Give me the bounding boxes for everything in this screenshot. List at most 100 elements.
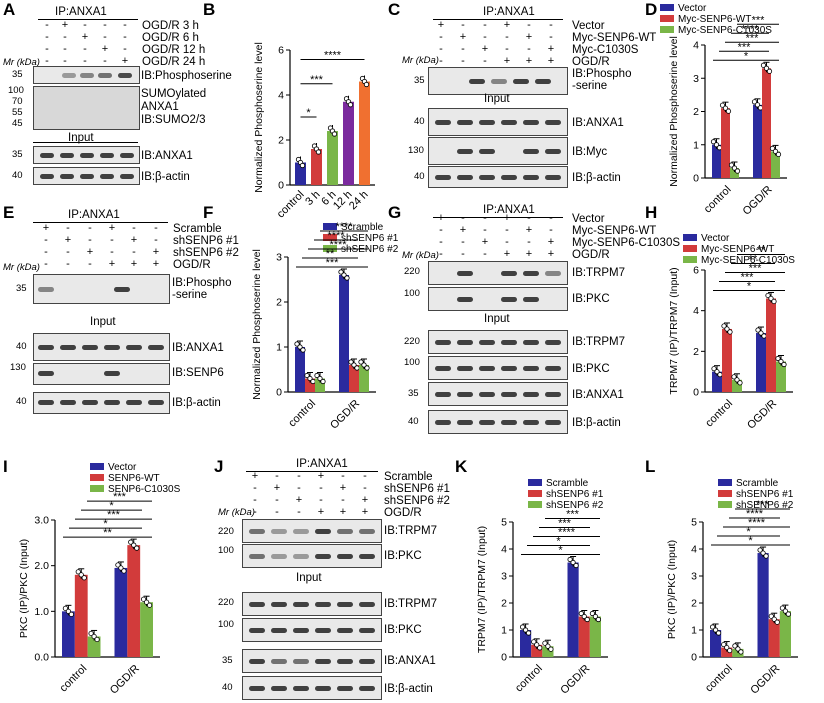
sign-mark: -: [363, 470, 367, 482]
data-point: [774, 619, 780, 625]
blot-label: IB:SENP6: [172, 367, 224, 379]
data-point: [364, 365, 370, 371]
mw-header: Mr (kDa): [3, 57, 40, 68]
data-point: [719, 102, 726, 108]
x-tick-label: control: [275, 189, 307, 221]
data-point: [751, 99, 758, 105]
mw-tick: 220: [218, 597, 234, 608]
panel-label-j: J: [214, 457, 224, 476]
data-point: [578, 610, 584, 617]
sign-mark: -: [88, 222, 92, 234]
panel-label-c: C: [388, 0, 401, 19]
blot-label: IB:ANXA1: [172, 342, 224, 354]
y-axis-label: Normalized Phosphoserine level: [251, 249, 263, 400]
mw-header: Mr (kDa): [402, 250, 439, 261]
data-point: [134, 545, 140, 551]
sig-stars: ***: [107, 509, 121, 521]
y-tick-label: 1: [691, 625, 697, 637]
sign-mark: -: [549, 224, 553, 236]
sig-stars: *: [744, 50, 749, 62]
legend-label: Myc-SENP6-WT: [701, 244, 774, 255]
legend-label: Vector: [678, 3, 707, 14]
data-point: [595, 616, 602, 623]
data-point: [525, 630, 532, 636]
bar: [359, 365, 369, 392]
data-point: [760, 550, 766, 556]
sign-mark: -: [88, 234, 92, 246]
sign-mark: +: [481, 43, 489, 55]
blot-anxa1: [428, 382, 568, 406]
y-tick-label: 6: [278, 45, 284, 57]
input-line: [33, 142, 138, 143]
blot-senp6: [33, 363, 170, 385]
data-point: [778, 358, 784, 365]
panel-label-f: F: [203, 203, 214, 222]
sign-mark: +: [339, 506, 347, 518]
blot-label: IB:SUMO2/3: [141, 114, 206, 126]
sign-mark: -: [483, 55, 487, 67]
blot-label: IB:β-actin: [141, 171, 190, 183]
ip-line: [433, 19, 563, 20]
sign-mark: -: [63, 55, 67, 67]
bar: [721, 647, 733, 657]
blot-actin: [428, 410, 568, 434]
bar: [140, 602, 153, 657]
bar: [127, 545, 141, 657]
y-tick-label: 3: [501, 571, 507, 583]
data-point: [728, 162, 735, 168]
sign-mark: -: [439, 236, 443, 248]
sign-mark: +: [295, 494, 303, 506]
mw-tick: 45: [12, 118, 23, 129]
x-tick-label: OGD/R: [748, 663, 782, 697]
sign-mark: -: [297, 482, 301, 494]
sign-mark: +: [339, 482, 347, 494]
legend-swatch: [323, 223, 337, 230]
panel-label-g: G: [388, 203, 402, 222]
sign-mark: +: [437, 19, 445, 31]
y-tick-label: 4: [691, 544, 697, 556]
mw-tick: 220: [404, 336, 420, 347]
blot-label: IB:PKC: [572, 363, 610, 375]
legend-label: SENP6-C1030S: [108, 484, 181, 495]
mw-tick: 40: [16, 341, 27, 352]
y-tick-label: 0: [276, 387, 282, 399]
cond-row-1: Scramble: [384, 471, 433, 483]
sign-mark: -: [527, 212, 531, 224]
data-point: [714, 369, 720, 375]
sign-mark: +: [61, 19, 69, 31]
data-point: [754, 102, 761, 108]
bar: [295, 162, 306, 185]
data-point: [75, 569, 81, 575]
sign-mark: +: [86, 246, 94, 258]
y-tick-label: 1: [693, 139, 699, 151]
data-point: [351, 362, 357, 368]
sig-stars: *: [556, 536, 561, 548]
data-point: [567, 556, 573, 563]
data-point: [771, 616, 777, 622]
mw-tick: 35: [414, 75, 425, 86]
sign-mark: -: [439, 55, 443, 67]
input-label: Input: [90, 316, 116, 328]
mw-header: Mr (kDa): [218, 507, 255, 518]
panel-label-i: I: [3, 457, 8, 476]
sign-mark: +: [361, 506, 369, 518]
sign-mark: -: [88, 258, 92, 270]
sign-mark: +: [459, 31, 467, 43]
legend-swatch: [683, 234, 697, 241]
sig-stars: *: [306, 107, 311, 119]
data-point: [766, 68, 773, 74]
blot-label: IB:β-actin: [572, 172, 621, 184]
data-point: [734, 377, 740, 383]
cond-row-1: Vector: [572, 20, 605, 32]
sign-mark: -: [45, 19, 49, 31]
sign-mark: -: [103, 55, 107, 67]
sign-mark: -: [63, 43, 67, 55]
sig-stars: ****: [327, 230, 345, 242]
blot-label: IB:ANXA1: [572, 117, 624, 129]
x-tick-label: OGD/R: [328, 398, 362, 432]
sign-mark: -: [83, 19, 87, 31]
data-point: [81, 575, 87, 581]
bar: [114, 567, 128, 657]
mw-tick: 35: [12, 69, 23, 80]
sign-mark: -: [439, 248, 443, 260]
